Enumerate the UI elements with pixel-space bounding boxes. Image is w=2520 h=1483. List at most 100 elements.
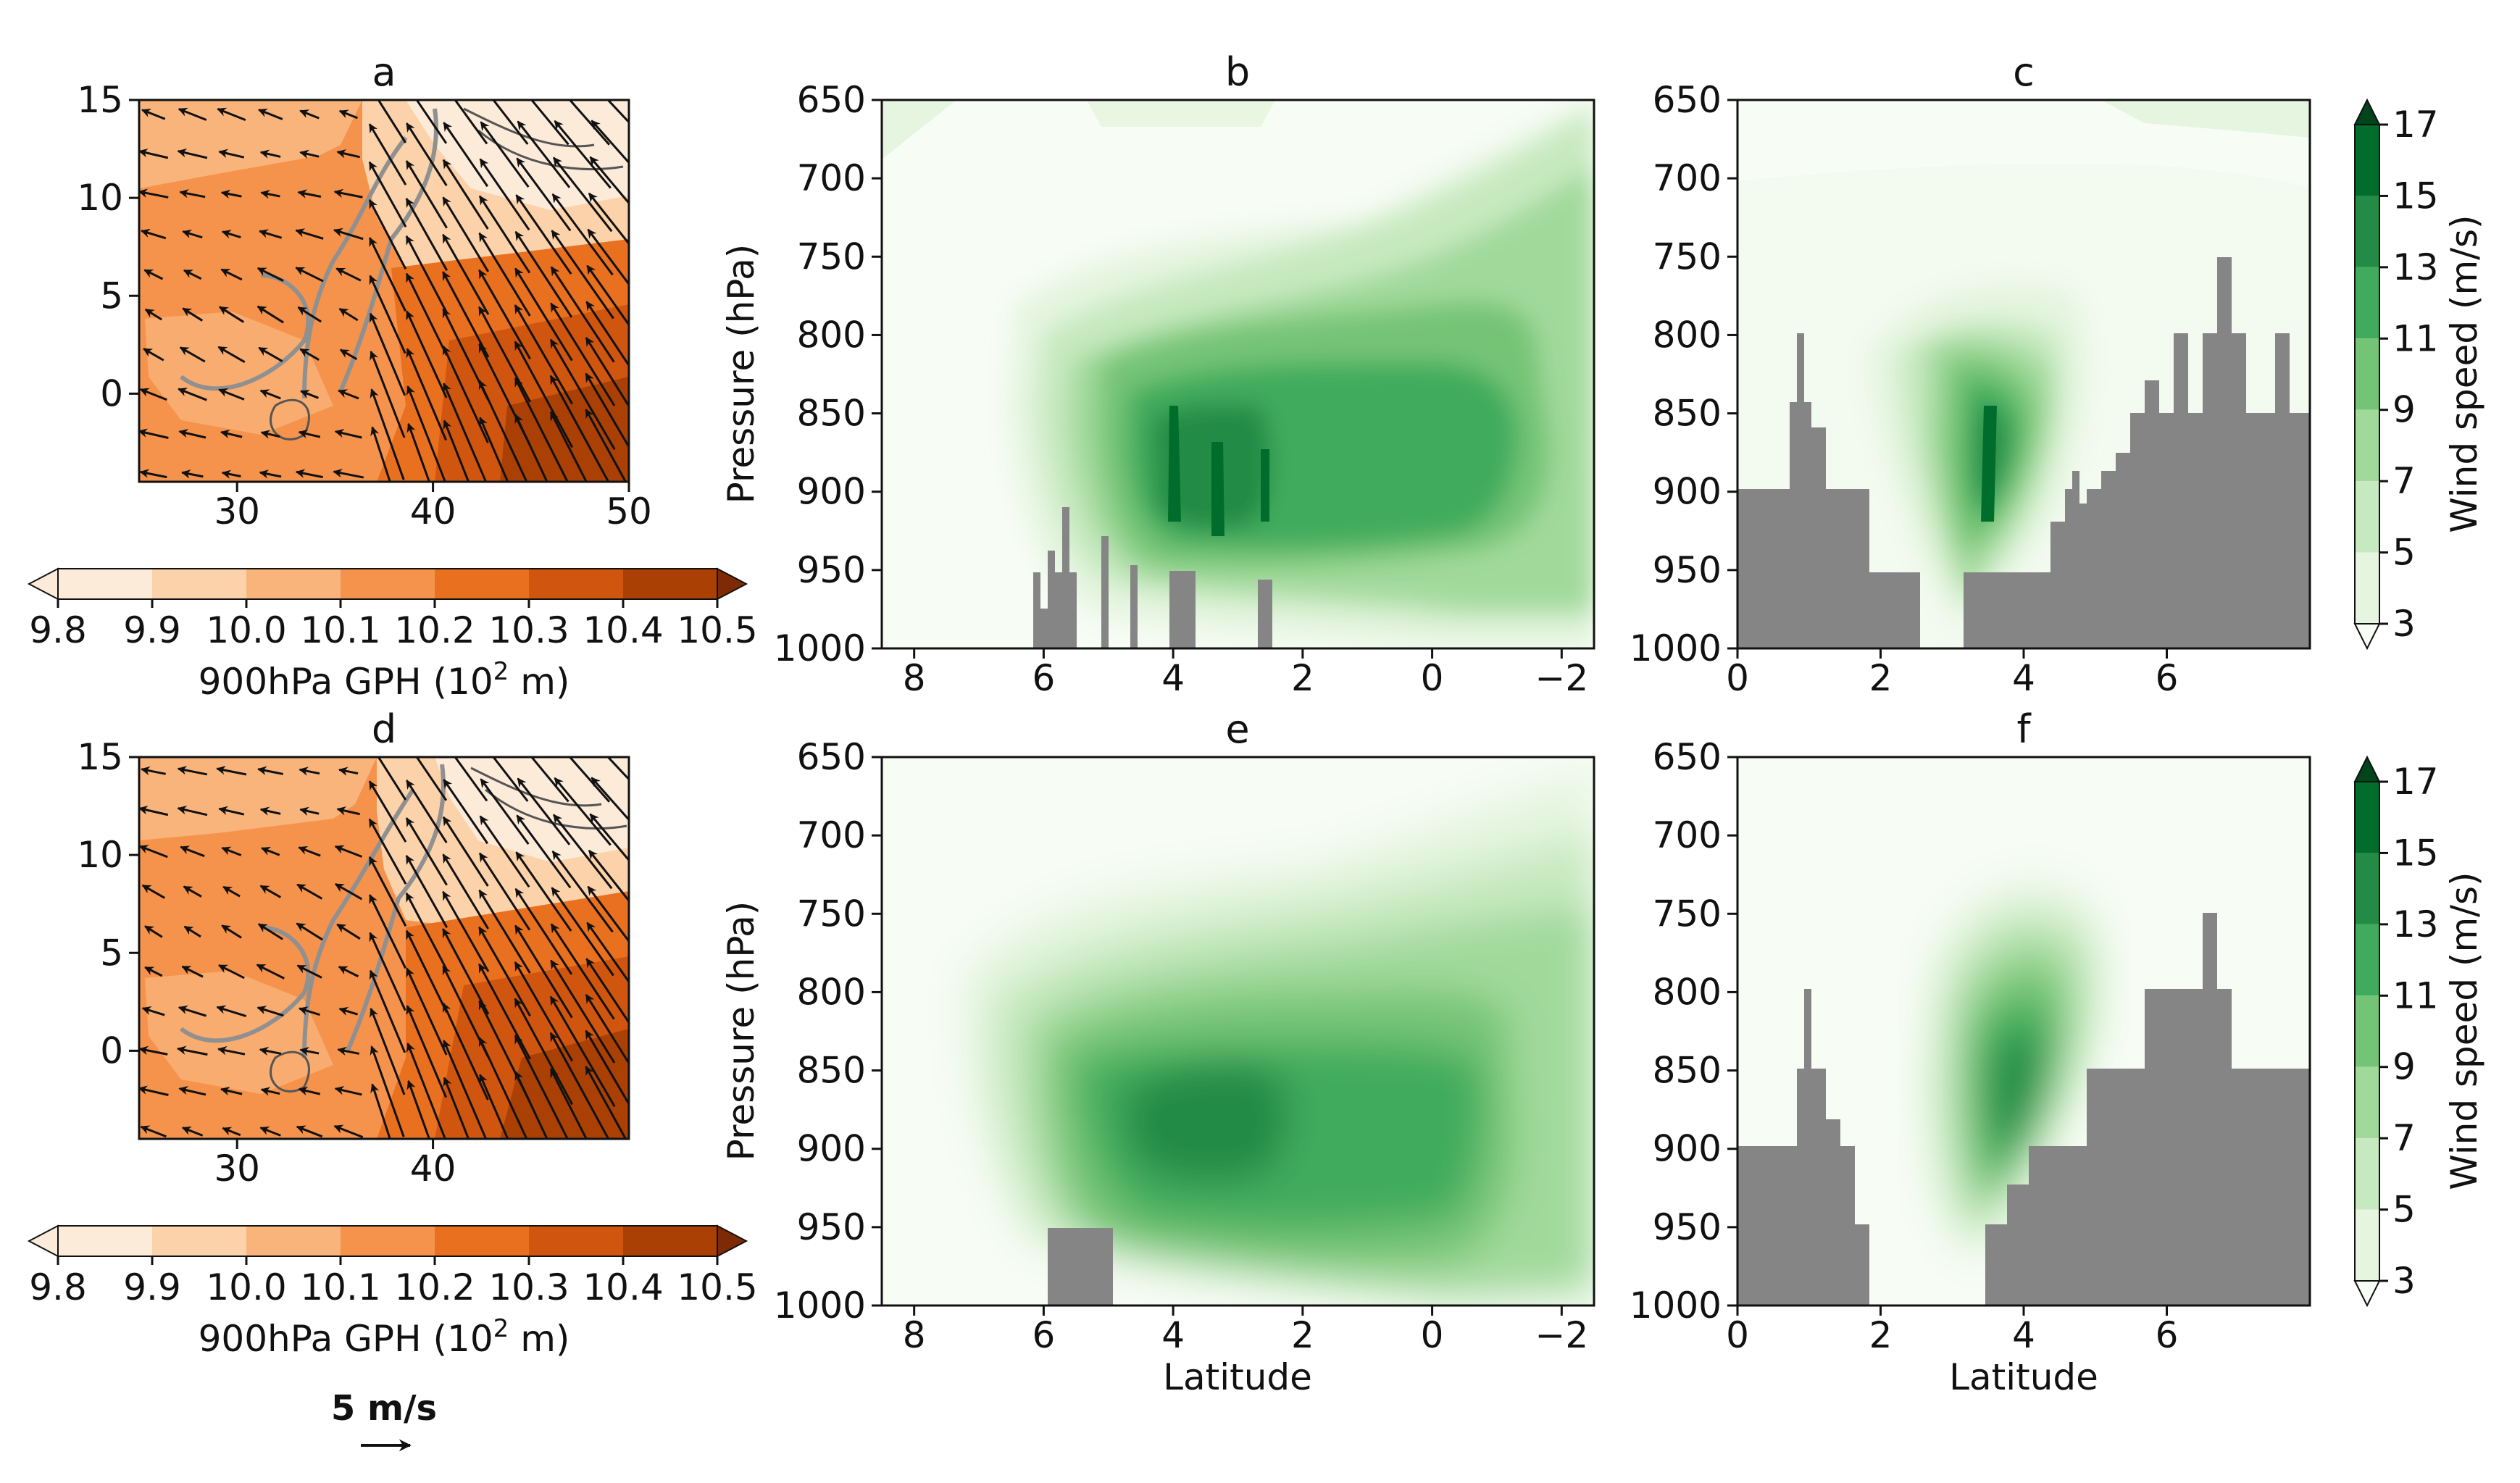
panel-e-cross-section: 8 6 4 2 0 −2 650 700 750 800 850 900 950 1000	[774, 736, 1595, 1356]
wind-vector	[589, 156, 629, 205]
wind-vector	[406, 348, 447, 441]
gph-colorbar-segment	[341, 569, 435, 599]
wind-vector	[405, 235, 448, 314]
wind-vector	[549, 1068, 588, 1139]
wind-vector	[591, 777, 629, 822]
x-tick-label: 40	[410, 490, 456, 532]
wind-vectors-a	[139, 100, 629, 482]
wind-vector	[139, 428, 169, 439]
wind-vector	[514, 961, 574, 1062]
wind-vector	[259, 469, 282, 479]
gph-colorbar-segment	[623, 1226, 717, 1256]
wind-vector	[478, 380, 528, 482]
wind-colorbar-segment	[2355, 782, 2379, 853]
y-tick-label: 700	[1653, 814, 1722, 856]
wind-vector	[336, 923, 361, 940]
wind-vector	[221, 846, 242, 856]
panel-title-b: b	[1225, 49, 1250, 95]
wind-vector	[334, 1085, 362, 1096]
gph-colorbar-segment	[58, 1226, 152, 1256]
wind-vector	[333, 227, 364, 241]
y-tick-label: 10	[77, 177, 123, 219]
wind-vector	[405, 272, 448, 356]
y-tick-label: 700	[797, 814, 866, 856]
x-tick-label: 0	[1421, 1314, 1444, 1356]
wind-vector	[406, 385, 447, 482]
y-tick-label: 750	[797, 235, 866, 277]
wind-vector	[586, 922, 629, 984]
wind-vector	[297, 306, 322, 323]
wind-colorbar-tick-label: 15	[2392, 832, 2439, 874]
wind-vector	[369, 969, 406, 1053]
wind-vector	[554, 120, 612, 189]
wind-vector	[218, 149, 245, 159]
wind-vector	[585, 372, 629, 449]
wind-vector	[140, 1125, 167, 1138]
wind-vector	[442, 853, 490, 930]
y-tick-label: 900	[797, 1128, 866, 1170]
wind-vector	[177, 766, 208, 776]
wind-vector	[530, 757, 569, 803]
wind-vector	[516, 157, 572, 232]
wind-vector	[256, 964, 285, 979]
wind-vector	[261, 846, 280, 856]
wind-colorbar-label-bottom: Wind speed (m/s)	[2443, 872, 2485, 1190]
y-tick-label: 15	[77, 736, 123, 778]
y-tick-label: 750	[797, 893, 866, 935]
y-tick-label: 850	[797, 1050, 866, 1092]
wind-vector	[179, 346, 206, 363]
wind-vector	[443, 1040, 488, 1139]
wind-vector	[333, 188, 363, 199]
wind-vector	[369, 932, 406, 1011]
wind-vector	[550, 302, 616, 406]
wind-vector	[368, 199, 407, 270]
terrain-f	[1737, 913, 2310, 1306]
wind-vector	[530, 100, 569, 146]
wind-vector	[370, 1045, 405, 1137]
wind-vector	[139, 1045, 168, 1056]
wind-vector	[338, 109, 358, 120]
wind-vector	[585, 994, 629, 1066]
wind-vector	[259, 1126, 281, 1137]
x-tick-label: 2	[1869, 657, 1893, 699]
wind-colorbar-segment	[2355, 1209, 2379, 1281]
y-tick-label: 950	[797, 1206, 866, 1248]
gph-colorbar-tick-label: 10.2	[394, 1266, 475, 1308]
wind-colorbar-segment	[2355, 196, 2379, 267]
wind-colorbar-segment	[2355, 1138, 2379, 1210]
y-tick-label: 800	[1653, 314, 1722, 356]
wind-vector	[368, 123, 407, 185]
wind-colorbar-tick-label: 5	[2392, 532, 2416, 574]
x-tick-label: 40	[410, 1148, 456, 1190]
wind-vector	[368, 237, 407, 312]
wind-vector	[221, 230, 241, 239]
wind-colorbar-top: 17 15 13 11 9 7 5 3	[2353, 98, 2439, 651]
y-tick-label: 650	[1653, 736, 1722, 778]
wind-vector	[217, 107, 246, 121]
panel-b-cross-section: 8 6 4 2 0 −2 650 700 750 800 850 900 950 1000	[774, 79, 1595, 699]
wind-vector	[585, 958, 629, 1025]
wind-vector	[183, 925, 201, 938]
wind-vector	[144, 966, 163, 977]
wind-vector	[222, 885, 241, 898]
wind-vector	[442, 233, 490, 315]
panel-f-cross-section: 0 2 4 6 650 700 750 800 850 900 950 1000	[1630, 736, 2311, 1356]
gph-colorbar-tick-label: 10.4	[583, 609, 663, 651]
wind-vector	[588, 849, 629, 903]
wind-vector	[415, 100, 448, 144]
panel-title-a: a	[372, 49, 396, 95]
wind-vector	[338, 766, 359, 776]
wind-vector	[338, 389, 359, 400]
y-tick-label: 950	[797, 549, 866, 591]
wind-vector	[514, 267, 573, 362]
wind-vector	[606, 100, 629, 124]
wind-vector	[568, 100, 611, 146]
wind-vector	[333, 1124, 364, 1139]
gph-colorbar-frame	[57, 568, 718, 600]
wind-vector	[606, 757, 629, 781]
x-tick-label: 0	[1726, 657, 1749, 699]
wind-vector	[514, 304, 574, 405]
wind-vector	[550, 959, 616, 1064]
wind-vector	[181, 469, 204, 479]
